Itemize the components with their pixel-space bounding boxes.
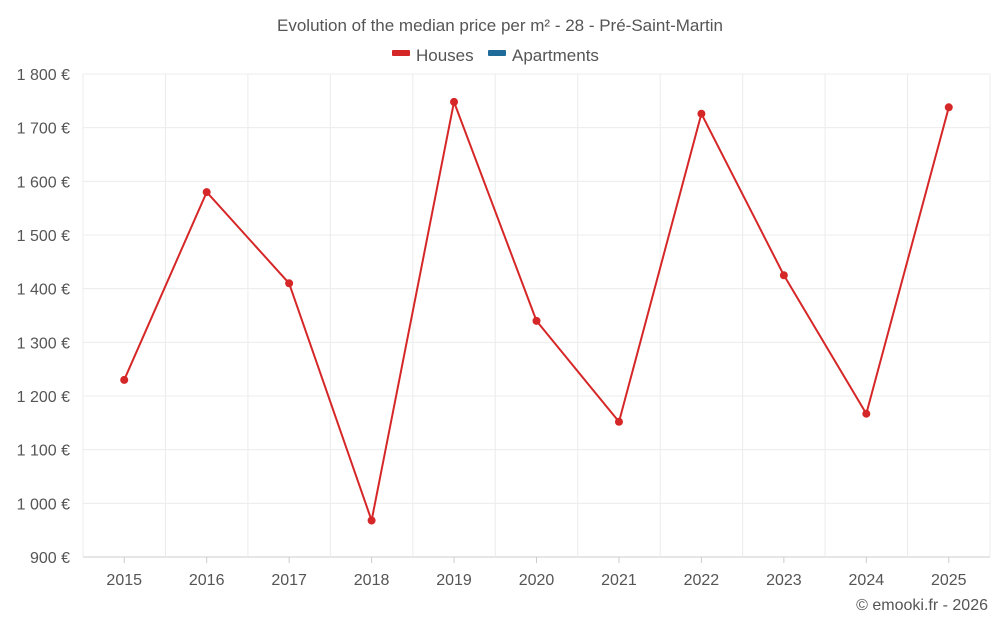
data-point-houses [202, 188, 211, 197]
y-tick-label: 1 500 € [17, 228, 70, 245]
x-tick-label: 2022 [684, 572, 720, 589]
y-tick-label: 1 000 € [17, 496, 70, 513]
x-tick-label: 2024 [849, 572, 885, 589]
y-tick-label: 1 200 € [17, 389, 70, 406]
y-tick-label: 1 600 € [17, 174, 70, 191]
data-point-houses [614, 417, 623, 426]
y-tick-label: 1 700 € [17, 121, 70, 138]
data-point-houses [862, 409, 871, 418]
data-point-houses [285, 279, 294, 288]
x-tick-label: 2025 [931, 572, 967, 589]
x-tick-label: 2019 [436, 572, 472, 589]
legend-label-apartments[interactable]: Apartments [512, 46, 599, 65]
chart-title: Evolution of the median price per m² - 2… [277, 16, 723, 35]
data-point-houses [450, 97, 459, 106]
y-tick-label: 1 100 € [17, 443, 70, 460]
x-tick-label: 2016 [189, 572, 225, 589]
legend: Houses Apartments [392, 46, 599, 65]
grid [82, 73, 991, 558]
y-tick-label: 1 800 € [17, 67, 70, 84]
data-point-houses [367, 516, 376, 525]
y-tick-label: 900 € [30, 550, 70, 567]
data-point-houses [120, 375, 129, 384]
y-tick-label: 1 300 € [17, 335, 70, 352]
legend-swatch-houses [392, 50, 410, 56]
x-tick-label: 2017 [271, 572, 307, 589]
data-point-houses [697, 109, 706, 118]
x-tick-label: 2023 [766, 572, 802, 589]
legend-label-houses[interactable]: Houses [416, 46, 474, 65]
credit-text: © emooki.fr - 2026 [856, 597, 988, 614]
x-tick-label: 2018 [354, 572, 390, 589]
x-tick-label: 2015 [106, 572, 142, 589]
data-point-houses [944, 103, 953, 112]
data-point-houses [779, 271, 788, 280]
x-tick-label: 2020 [519, 572, 555, 589]
legend-swatch-apartments [488, 50, 506, 56]
series-layer [120, 97, 953, 525]
data-point-houses [532, 316, 541, 325]
y-tick-label: 1 400 € [17, 282, 70, 299]
x-axis: 2015 2016 2017 2018 2019 2020 2021 2022 2023 2024… [106, 557, 967, 589]
y-axis: 900 € 1 000 € 1 100 € 1 200 € 1 300 € 1 400 €… [17, 67, 70, 567]
x-tick-label: 2021 [601, 572, 637, 589]
